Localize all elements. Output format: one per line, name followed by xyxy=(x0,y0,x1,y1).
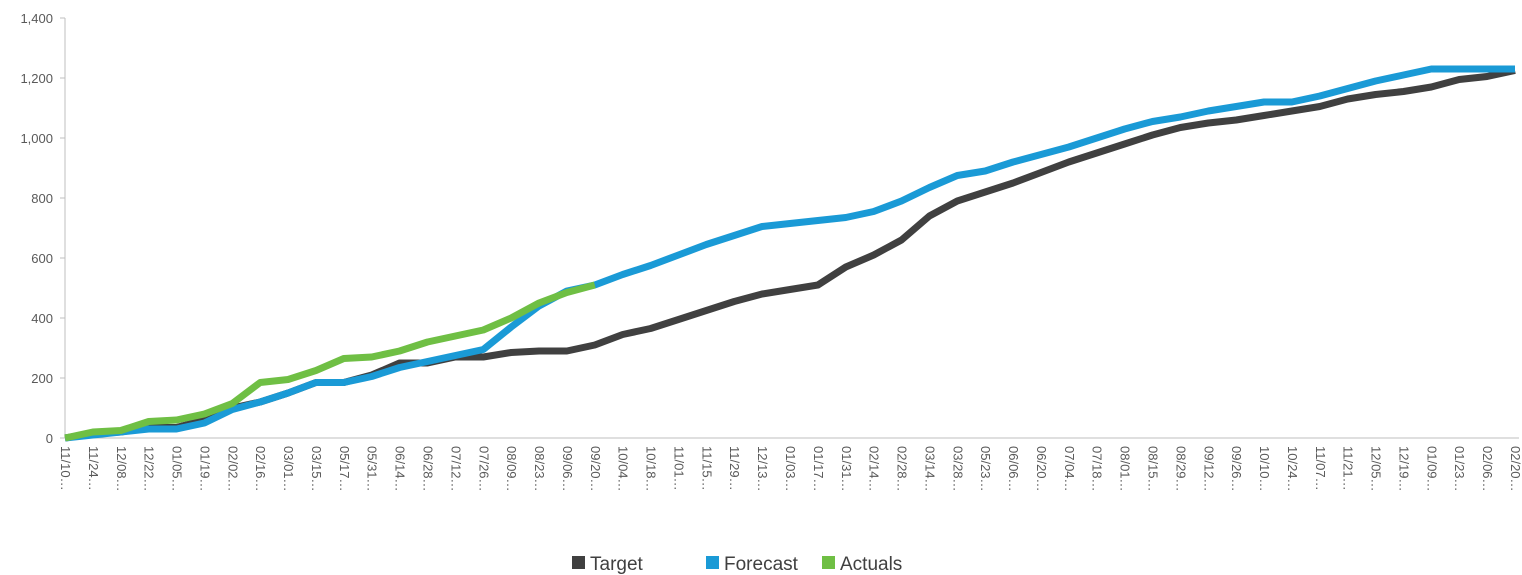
x-tick-label: 11/10… xyxy=(58,446,73,491)
x-tick-label: 01/23… xyxy=(1452,446,1467,492)
x-tick-label: 07/18… xyxy=(1090,446,1105,492)
x-tick-label: 02/28… xyxy=(895,446,910,492)
x-tick-label: 10/10… xyxy=(1257,446,1272,492)
x-tick-label: 12/19… xyxy=(1396,446,1411,492)
x-tick-label: 08/29… xyxy=(1173,446,1188,492)
y-tick-label: 0 xyxy=(46,431,53,446)
x-tick-label: 09/20… xyxy=(588,446,603,492)
y-tick-label: 200 xyxy=(31,371,53,386)
x-tick-label: 08/23… xyxy=(532,446,547,492)
x-tick-label: 06/28… xyxy=(421,446,436,492)
x-tick-label: 03/28… xyxy=(950,446,965,492)
x-tick-label: 11/15… xyxy=(699,446,714,491)
x-tick-label: 02/14… xyxy=(867,446,882,492)
x-tick-label: 12/05… xyxy=(1369,446,1384,492)
x-tick-label: 07/04… xyxy=(1062,446,1077,492)
x-tick-label: 01/03… xyxy=(783,446,798,492)
x-tick-label: 06/06… xyxy=(1006,446,1021,492)
x-tick-label: 01/05… xyxy=(170,446,185,492)
x-tick-label: 09/12… xyxy=(1201,446,1216,492)
y-tick-label: 600 xyxy=(31,251,53,266)
y-tick-label: 1,200 xyxy=(20,71,53,86)
series-line xyxy=(64,65,1515,442)
y-tick-label: 1,400 xyxy=(20,11,53,26)
legend-label: Target xyxy=(590,554,644,575)
x-tick-label: 06/14… xyxy=(393,446,408,492)
x-tick-label: 09/26… xyxy=(1229,446,1244,492)
x-tick-label: 02/06… xyxy=(1480,446,1495,492)
legend-swatch xyxy=(572,556,585,569)
x-tick-label: 01/17… xyxy=(811,446,826,492)
x-tick-label: 03/15… xyxy=(309,446,324,492)
x-tick-label: 10/24… xyxy=(1285,446,1300,492)
x-tick-label: 07/12… xyxy=(448,446,463,492)
x-tick-label: 08/01… xyxy=(1118,446,1133,492)
x-tick-label: 11/07… xyxy=(1313,446,1328,491)
x-tick-label: 10/04… xyxy=(616,446,631,492)
x-tick-label: 10/18… xyxy=(644,446,659,492)
y-tick-label: 1,000 xyxy=(20,131,53,146)
x-tick-label: 08/15… xyxy=(1146,446,1161,492)
x-tick-label: 02/20… xyxy=(1508,446,1522,492)
x-tick-label: 05/31… xyxy=(365,446,380,492)
x-tick-label: 12/13… xyxy=(755,446,770,492)
legend-label: Actuals xyxy=(840,554,902,575)
x-tick-label: 11/01… xyxy=(671,446,686,491)
x-tick-label: 05/17… xyxy=(337,446,352,492)
x-tick-label: 11/21… xyxy=(1341,446,1356,491)
series-line xyxy=(64,281,596,442)
x-tick-label: 03/01… xyxy=(281,446,296,492)
x-tick-label: 11/29… xyxy=(727,446,742,491)
x-tick-label: 12/08… xyxy=(114,446,129,492)
x-tick-label: 01/09… xyxy=(1424,446,1439,492)
x-tick-label: 02/02… xyxy=(225,446,240,492)
y-tick-label: 400 xyxy=(31,311,53,326)
y-tick-label: 800 xyxy=(31,191,53,206)
x-tick-label: 06/20… xyxy=(1034,446,1049,492)
x-tick-label: 01/19… xyxy=(197,446,212,492)
x-tick-label: 01/31… xyxy=(839,446,854,492)
x-tick-label: 03/14… xyxy=(922,446,937,492)
x-tick-label: 09/06… xyxy=(560,446,575,492)
x-tick-label: 05/23… xyxy=(978,446,993,492)
x-tick-label: 12/22… xyxy=(142,446,157,492)
legend-swatch xyxy=(706,556,719,569)
x-tick-label: 02/16… xyxy=(253,446,268,492)
x-tick-label: 08/09… xyxy=(504,446,519,492)
legend-swatch xyxy=(822,556,835,569)
x-tick-label: 11/24… xyxy=(86,446,101,491)
legend-label: Forecast xyxy=(724,554,799,575)
x-tick-label: 07/26… xyxy=(476,446,491,492)
